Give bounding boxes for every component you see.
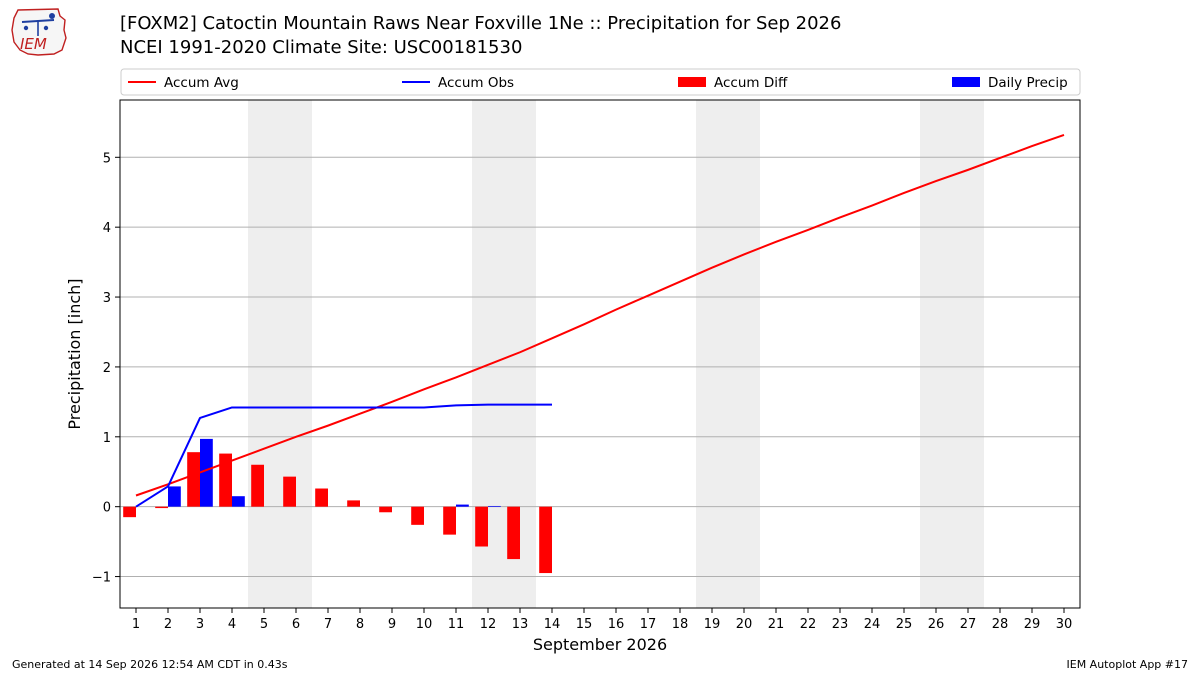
- accum-diff-bar: [347, 500, 360, 507]
- accum-diff-bar: [379, 506, 392, 513]
- accum-diff-bar: [443, 506, 456, 535]
- weekend-band: [920, 100, 984, 608]
- x-tick-label: 27: [960, 617, 977, 632]
- legend-swatch: [678, 77, 706, 87]
- x-tick-label: 12: [480, 617, 497, 632]
- x-tick-label: 5: [260, 617, 268, 632]
- x-tick-label: 9: [388, 617, 396, 632]
- x-tick-label: 21: [768, 617, 785, 632]
- x-tick-label: 6: [292, 617, 300, 632]
- y-tick-label: 5: [103, 151, 111, 166]
- app-credit: IEM Autoplot App #17: [1066, 658, 1189, 671]
- x-tick-label: 14: [544, 617, 561, 632]
- accum-diff-bar: [283, 476, 296, 507]
- daily-precip-bar: [168, 486, 181, 507]
- accum-diff-bar: [411, 506, 424, 525]
- x-tick-label: 22: [800, 617, 817, 632]
- daily-precip-bar: [456, 504, 469, 507]
- logo-text: IEM: [20, 35, 47, 53]
- x-tick-label: 17: [640, 617, 657, 632]
- daily-precip-bar: [232, 496, 245, 507]
- x-tick-label: 15: [576, 617, 593, 632]
- grid-lines: [120, 156, 1080, 578]
- y-tick-label: 1: [103, 431, 111, 446]
- daily-precip-bar: [200, 438, 213, 507]
- accum-avg-line: [135, 133, 1065, 497]
- legend-swatch: [952, 77, 980, 87]
- x-tick-label: 7: [324, 617, 332, 632]
- daily-precip-bar: [488, 505, 501, 507]
- accum-diff-bar: [123, 506, 136, 518]
- accum-diff-bar: [219, 453, 232, 507]
- chart-title: [FOXM2] Catoctin Mountain Raws Near Foxv…: [120, 13, 842, 34]
- weekend-band: [696, 100, 760, 608]
- x-tick-label: 28: [992, 617, 1009, 632]
- accum-diff-bar: [539, 506, 552, 574]
- x-tick-label: 26: [928, 617, 945, 632]
- accum-diff-bar: [155, 506, 168, 509]
- y-tick-label: 0: [103, 501, 111, 516]
- bar-series: [123, 438, 552, 574]
- x-tick-label: 11: [448, 617, 465, 632]
- y-tick-label: −1: [92, 571, 111, 586]
- x-tick-label: 4: [228, 617, 236, 632]
- y-tick-label: 2: [103, 361, 111, 376]
- accum-obs-line: [135, 403, 552, 508]
- accum-diff-bar: [507, 506, 520, 560]
- legend-box: [120, 68, 1081, 96]
- accum-diff-bar: [475, 506, 488, 547]
- legend-label: Accum Obs: [438, 75, 514, 91]
- legend-label: Daily Precip: [988, 75, 1068, 91]
- x-tick-label: 19: [704, 617, 721, 632]
- x-tick-label: 10: [416, 617, 433, 632]
- x-tick-label: 8: [356, 617, 364, 632]
- x-tick-label: 2: [164, 617, 172, 632]
- x-tick-label: 24: [864, 617, 881, 632]
- legend-label: Accum Diff: [714, 75, 788, 91]
- x-tick-label: 13: [512, 617, 529, 632]
- weekend-shading: [248, 100, 984, 608]
- generated-timestamp: Generated at 14 Sep 2026 12:54 AM CDT in…: [12, 658, 288, 671]
- x-tick-label: 29: [1024, 617, 1041, 632]
- x-tick-label: 16: [608, 617, 625, 632]
- line-series: [135, 133, 1065, 508]
- x-axis-ticks: 1 2 3 4 5 6 7 8 9 10 11 12 13 14 15 16 17 18 19 20 21 22 23 24 2…: [132, 608, 1072, 632]
- y-axis-ticks: −1 0 1 2 3 4 5: [92, 151, 120, 586]
- x-tick-label: 1: [132, 617, 140, 632]
- plot-frame: [119, 99, 1081, 609]
- y-tick-label: 3: [103, 291, 111, 306]
- accum-diff-bar: [187, 452, 200, 507]
- x-axis-label: September 2026: [533, 635, 667, 654]
- x-tick-label: 23: [832, 617, 849, 632]
- legend-label: Accum Avg: [164, 75, 239, 91]
- accum-diff-bar: [251, 464, 264, 507]
- accum-diff-bar: [315, 488, 328, 507]
- y-axis-label: Precipitation [inch]: [65, 278, 84, 429]
- weekend-band: [248, 100, 312, 608]
- iem-logo: IEM: [11, 8, 67, 56]
- x-tick-label: 3: [196, 617, 204, 632]
- legend: Accum Avg Accum Obs Accum Diff Daily Precip: [120, 68, 1081, 96]
- y-tick-label: 4: [103, 221, 111, 236]
- chart-subtitle: NCEI 1991-2020 Climate Site: USC00181530: [120, 37, 523, 58]
- x-tick-label: 20: [736, 617, 753, 632]
- x-tick-label: 18: [672, 617, 689, 632]
- x-tick-label: 30: [1056, 617, 1073, 632]
- x-tick-label: 25: [896, 617, 913, 632]
